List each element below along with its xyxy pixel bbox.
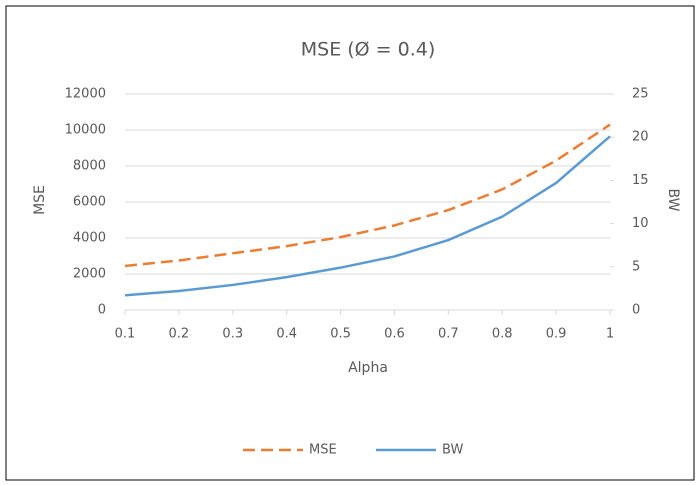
x-axis-label: Alpha <box>348 360 388 376</box>
y2-tick-label: 20 <box>632 130 649 145</box>
x-tick-label: 0.8 <box>492 327 513 342</box>
x-tick-label: 0.9 <box>546 327 567 342</box>
series-line <box>124 123 611 268</box>
y-tick-label: 6000 <box>73 195 106 210</box>
x-tick-label: 0.7 <box>438 327 459 342</box>
x-tick-label: 0.4 <box>276 327 297 342</box>
y2-tick-label: 10 <box>632 216 649 231</box>
x-tick-label: 0.1 <box>115 327 136 342</box>
y2-tick-label: 5 <box>632 259 640 274</box>
y2-tick-label: 25 <box>632 87 649 102</box>
x-tick-label: 0.3 <box>222 327 243 342</box>
x-tick-label: 0.6 <box>384 327 405 342</box>
y2-tick-label: 0 <box>632 303 640 318</box>
chart-frame <box>5 5 695 481</box>
y-tick-label: 8000 <box>73 159 106 174</box>
y-tick-label: 12000 <box>65 87 106 102</box>
y2-tick-label: 15 <box>632 173 649 188</box>
x-tick-label: 1 <box>606 327 614 342</box>
y-tick-label: 2000 <box>73 267 106 282</box>
x-tick-label: 0.5 <box>330 327 351 342</box>
legend-label: MSE <box>309 443 337 458</box>
chart-title: MSE (Ø = 0.4) <box>301 39 436 61</box>
legend-label: BW <box>442 443 463 458</box>
y-axis-label: MSE <box>32 185 48 215</box>
y-tick-label: 0 <box>98 303 106 318</box>
y2-axis-label: BW <box>665 189 681 212</box>
y-tick-label: 4000 <box>73 231 106 246</box>
y-tick-label: 10000 <box>65 123 106 138</box>
x-tick-label: 0.2 <box>169 327 190 342</box>
series-line <box>124 135 611 297</box>
